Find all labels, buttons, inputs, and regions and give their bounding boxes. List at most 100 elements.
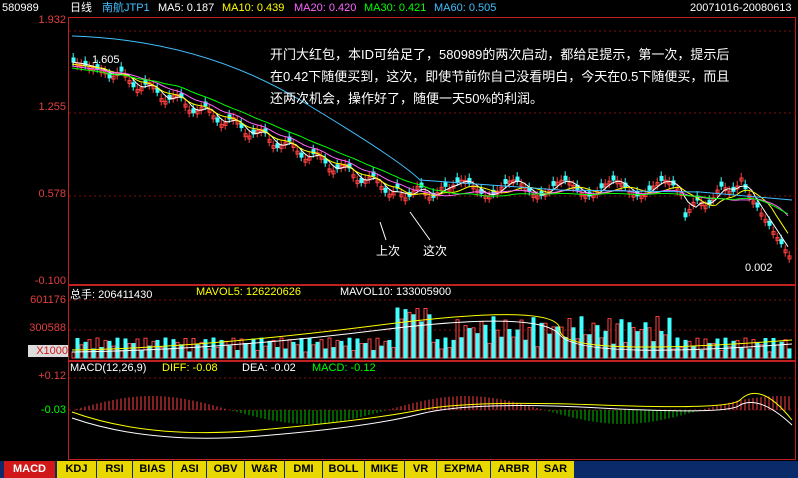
ma20-value: MA20: 0.420 [294,2,357,14]
price-candle [191,108,196,114]
volume-bar [395,307,400,359]
volume-bar [411,314,416,359]
volume-bar [215,347,220,359]
volume-bar [531,317,536,359]
tab-asi[interactable]: ASI [173,461,207,478]
period-label[interactable]: 日线 [70,2,92,14]
tab-obv[interactable]: OBV [207,461,245,478]
volume-bar [295,344,300,359]
volume-bar [135,338,140,359]
volume-bar [267,340,272,359]
volume-bar [607,318,612,359]
price-panel[interactable] [68,17,796,285]
volume-bar [491,316,496,359]
tab-arbr[interactable]: ARBR [491,461,537,478]
price-candle [703,205,708,210]
volume-bar [235,350,240,359]
volume-bar [147,345,152,359]
price-candle [195,110,200,115]
price-candle [319,155,324,160]
price-candle [303,158,308,163]
volume-panel[interactable] [68,285,796,361]
volume-bar [239,338,244,359]
volume-bar [583,334,588,359]
volume-bar [115,337,120,359]
price-candle [739,177,744,182]
volume-bar [259,337,264,359]
volume-bar [223,340,228,359]
ma5-value: MA5: 0.187 [158,2,215,14]
volume-bar [535,346,540,359]
tab-mike[interactable]: MIKE [365,461,405,478]
volume-bar [523,339,528,359]
volume-bar [203,339,208,359]
price-candle [275,143,280,149]
tab-wr[interactable]: W&R [245,461,285,478]
tab-dmi[interactable]: DMI [285,461,323,478]
volume-bar [739,346,744,359]
price-candle [71,57,76,63]
price-candle [415,185,420,190]
price-candle [607,180,612,185]
price-candle [647,185,652,191]
volume-bar [551,326,556,359]
volume-bar [227,345,232,359]
volume-bar [323,348,328,359]
price-axis-label: 1.255 [38,101,66,113]
volume-bar [287,339,292,359]
tab-boll[interactable]: BOLL [323,461,365,478]
price-candle [235,120,240,125]
volume-bar [699,350,704,359]
price-candle [755,202,760,208]
tab-vr[interactable]: VR [405,461,437,478]
price-candle [759,212,764,217]
stock-code: 580989 [2,2,39,14]
tab-expma[interactable]: EXPMA [437,461,491,478]
volume-bar [615,323,620,359]
price-candle [379,185,384,190]
volume-bar [751,339,756,359]
callout-pointer [409,211,431,241]
price-candle [599,183,604,189]
volume-bar [543,322,548,359]
callout-second: 这次 [423,244,448,258]
volume-bar [351,350,356,359]
price-candle [247,135,252,140]
price-candle [159,98,164,103]
tab-rsi[interactable]: RSI [97,461,133,478]
price-candle [555,181,560,186]
tab-macd[interactable]: MACD [4,461,56,478]
volume-bar [119,349,124,359]
volume-bar [755,341,760,359]
tab-kdj[interactable]: KDJ [57,461,97,478]
price-candle [443,181,448,187]
ma10-value: MA10: 0.439 [222,2,285,14]
tab-sar[interactable]: SAR [537,461,575,478]
volume-bar [483,324,488,359]
price-candle [111,75,116,80]
price-candle [327,168,332,173]
price-candle [535,195,540,200]
ma10-line [71,63,789,234]
price-candle [311,149,316,155]
volume-bar [191,338,196,359]
volume-bar [507,329,512,359]
volume-bar [487,342,492,359]
price-candle [383,187,388,193]
price-candle [583,194,588,199]
price-candle [531,194,536,199]
volume-bar [675,337,680,359]
mavol5-value: MAVOL5: 126220626 [196,286,301,298]
price-candle [619,182,624,187]
volume-bar [771,337,776,359]
price-candle [335,164,340,170]
price-candle [215,117,220,123]
volume-bar [475,333,480,359]
volume-bar [787,348,792,359]
volume-bar [407,311,412,359]
price-candle [507,180,512,185]
tab-bias[interactable]: BIAS [133,461,173,478]
price-candle [783,249,788,254]
volume-bar [459,337,464,359]
